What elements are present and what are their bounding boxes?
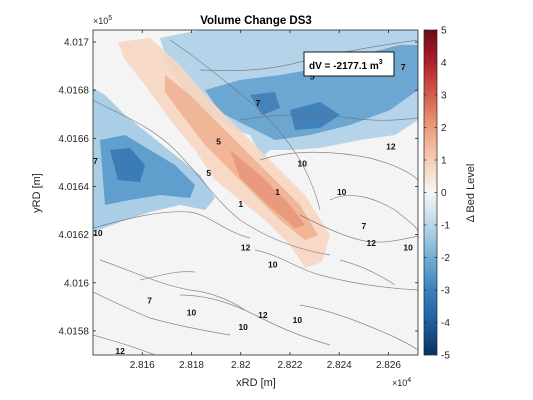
contour-label: 10 bbox=[403, 243, 413, 253]
contour-label: 10 bbox=[93, 228, 103, 238]
y-tick-label: 4.016 bbox=[64, 278, 89, 289]
x-axis-ticks: 2.816 2.818 2.82 2.822 2.824 2.826 bbox=[130, 30, 401, 371]
contour-label: 7 bbox=[93, 156, 98, 166]
contour-label: 1 bbox=[275, 187, 280, 197]
contour-label: 10 bbox=[293, 315, 303, 325]
contour-label: 10 bbox=[337, 187, 347, 197]
x-tick-label: 2.82 bbox=[231, 360, 251, 371]
x-tick-label: 2.824 bbox=[327, 360, 352, 371]
heatmap bbox=[93, 30, 418, 355]
annotation-value: dV = -2177.1 m bbox=[309, 61, 379, 72]
contour-label: 12 bbox=[258, 310, 268, 320]
contour-label: 10 bbox=[187, 308, 197, 318]
x-tick-label: 2.816 bbox=[130, 360, 155, 371]
contour-label: 12 bbox=[386, 141, 396, 151]
contour-label: 7 bbox=[401, 62, 406, 72]
contour-label: 7 bbox=[361, 221, 366, 231]
contour-lines bbox=[93, 39, 418, 355]
colorbar-tick-label: 2 bbox=[441, 123, 447, 134]
contour-label: 10 bbox=[238, 322, 248, 332]
colorbar-tick-label: 1 bbox=[441, 156, 447, 167]
volume-annotation: dV = -2177.1 m3 bbox=[303, 51, 395, 77]
y-tick-label: 4.0158 bbox=[58, 326, 89, 337]
x-tick-label: 2.822 bbox=[277, 360, 302, 371]
y-exponent-base: ×10 bbox=[93, 16, 108, 26]
erosion-spot-upper-2 bbox=[250, 92, 280, 115]
contour-label: 5 bbox=[206, 168, 211, 178]
contour-label: 10 bbox=[298, 158, 308, 168]
x-exponent-base: ×10 bbox=[392, 378, 407, 388]
colorbar-tick-label: -2 bbox=[441, 253, 450, 264]
x-exponent: ×104 bbox=[392, 377, 411, 388]
x-tick-label: 2.826 bbox=[376, 360, 401, 371]
colorbar-tick-label: -4 bbox=[441, 318, 450, 329]
erosion-spot-left bbox=[110, 148, 145, 182]
y-axis-label: yRD [m] bbox=[31, 173, 43, 213]
colorbar-tick-label: 5 bbox=[441, 26, 447, 37]
y-tick-label: 4.0162 bbox=[58, 230, 89, 241]
y-axis-ticks: 4.0158 4.016 4.0162 4.0164 4.0166 4.0168 4.017 bbox=[58, 38, 418, 337]
contour-label: 12 bbox=[366, 238, 376, 248]
colorbar-ticks: -5 -4 -3 -2 -1 0 1 2 3 4 5 bbox=[424, 26, 450, 362]
colorbar-tick-label: -1 bbox=[441, 221, 450, 232]
annotation-superscript: 3 bbox=[379, 59, 383, 66]
colorbar: -5 -4 -3 -2 -1 0 1 2 3 4 5 Δ Bed Level bbox=[423, 26, 477, 362]
y-exponent: ×105 bbox=[93, 15, 112, 26]
colorbar-tick-label: 0 bbox=[441, 188, 447, 199]
y-tick-label: 4.0166 bbox=[58, 134, 89, 145]
y-exponent-power: 5 bbox=[108, 15, 112, 22]
x-tick-label: 2.818 bbox=[179, 360, 204, 371]
colorbar-tick-label: -3 bbox=[441, 286, 450, 297]
erosion-spot-upper bbox=[290, 102, 340, 130]
colorbar-tick-label: 4 bbox=[441, 58, 447, 69]
x-axis-label: xRD [m] bbox=[236, 377, 276, 389]
chart-title: Volume Change DS3 bbox=[200, 15, 312, 27]
plot-area bbox=[92, 29, 419, 356]
y-tick-label: 4.0164 bbox=[58, 182, 89, 193]
contour-label: 7 bbox=[256, 98, 261, 108]
contour-label: 12 bbox=[115, 346, 125, 356]
x-exponent-power: 4 bbox=[407, 377, 411, 384]
contour-label: 1 bbox=[238, 199, 243, 209]
contour-label: 10 bbox=[268, 259, 278, 269]
colorbar-tick-label: 3 bbox=[441, 91, 447, 102]
annotation-text: dV = -2177.1 m3 bbox=[309, 59, 383, 72]
colorbar-label: Δ Bed Level bbox=[465, 164, 477, 223]
deposition-ridge-peak bbox=[230, 150, 305, 228]
contour-label: 5 bbox=[216, 137, 221, 147]
y-tick-label: 4.017 bbox=[64, 38, 89, 49]
axes-box bbox=[92, 29, 419, 356]
contour-label: 5 bbox=[310, 72, 315, 82]
contour-label: 12 bbox=[241, 243, 251, 253]
annotation-box bbox=[303, 51, 395, 77]
y-tick-label: 4.0168 bbox=[58, 86, 89, 97]
contour-label: 7 bbox=[147, 296, 152, 306]
colorbar-tick-label: -5 bbox=[441, 351, 450, 362]
